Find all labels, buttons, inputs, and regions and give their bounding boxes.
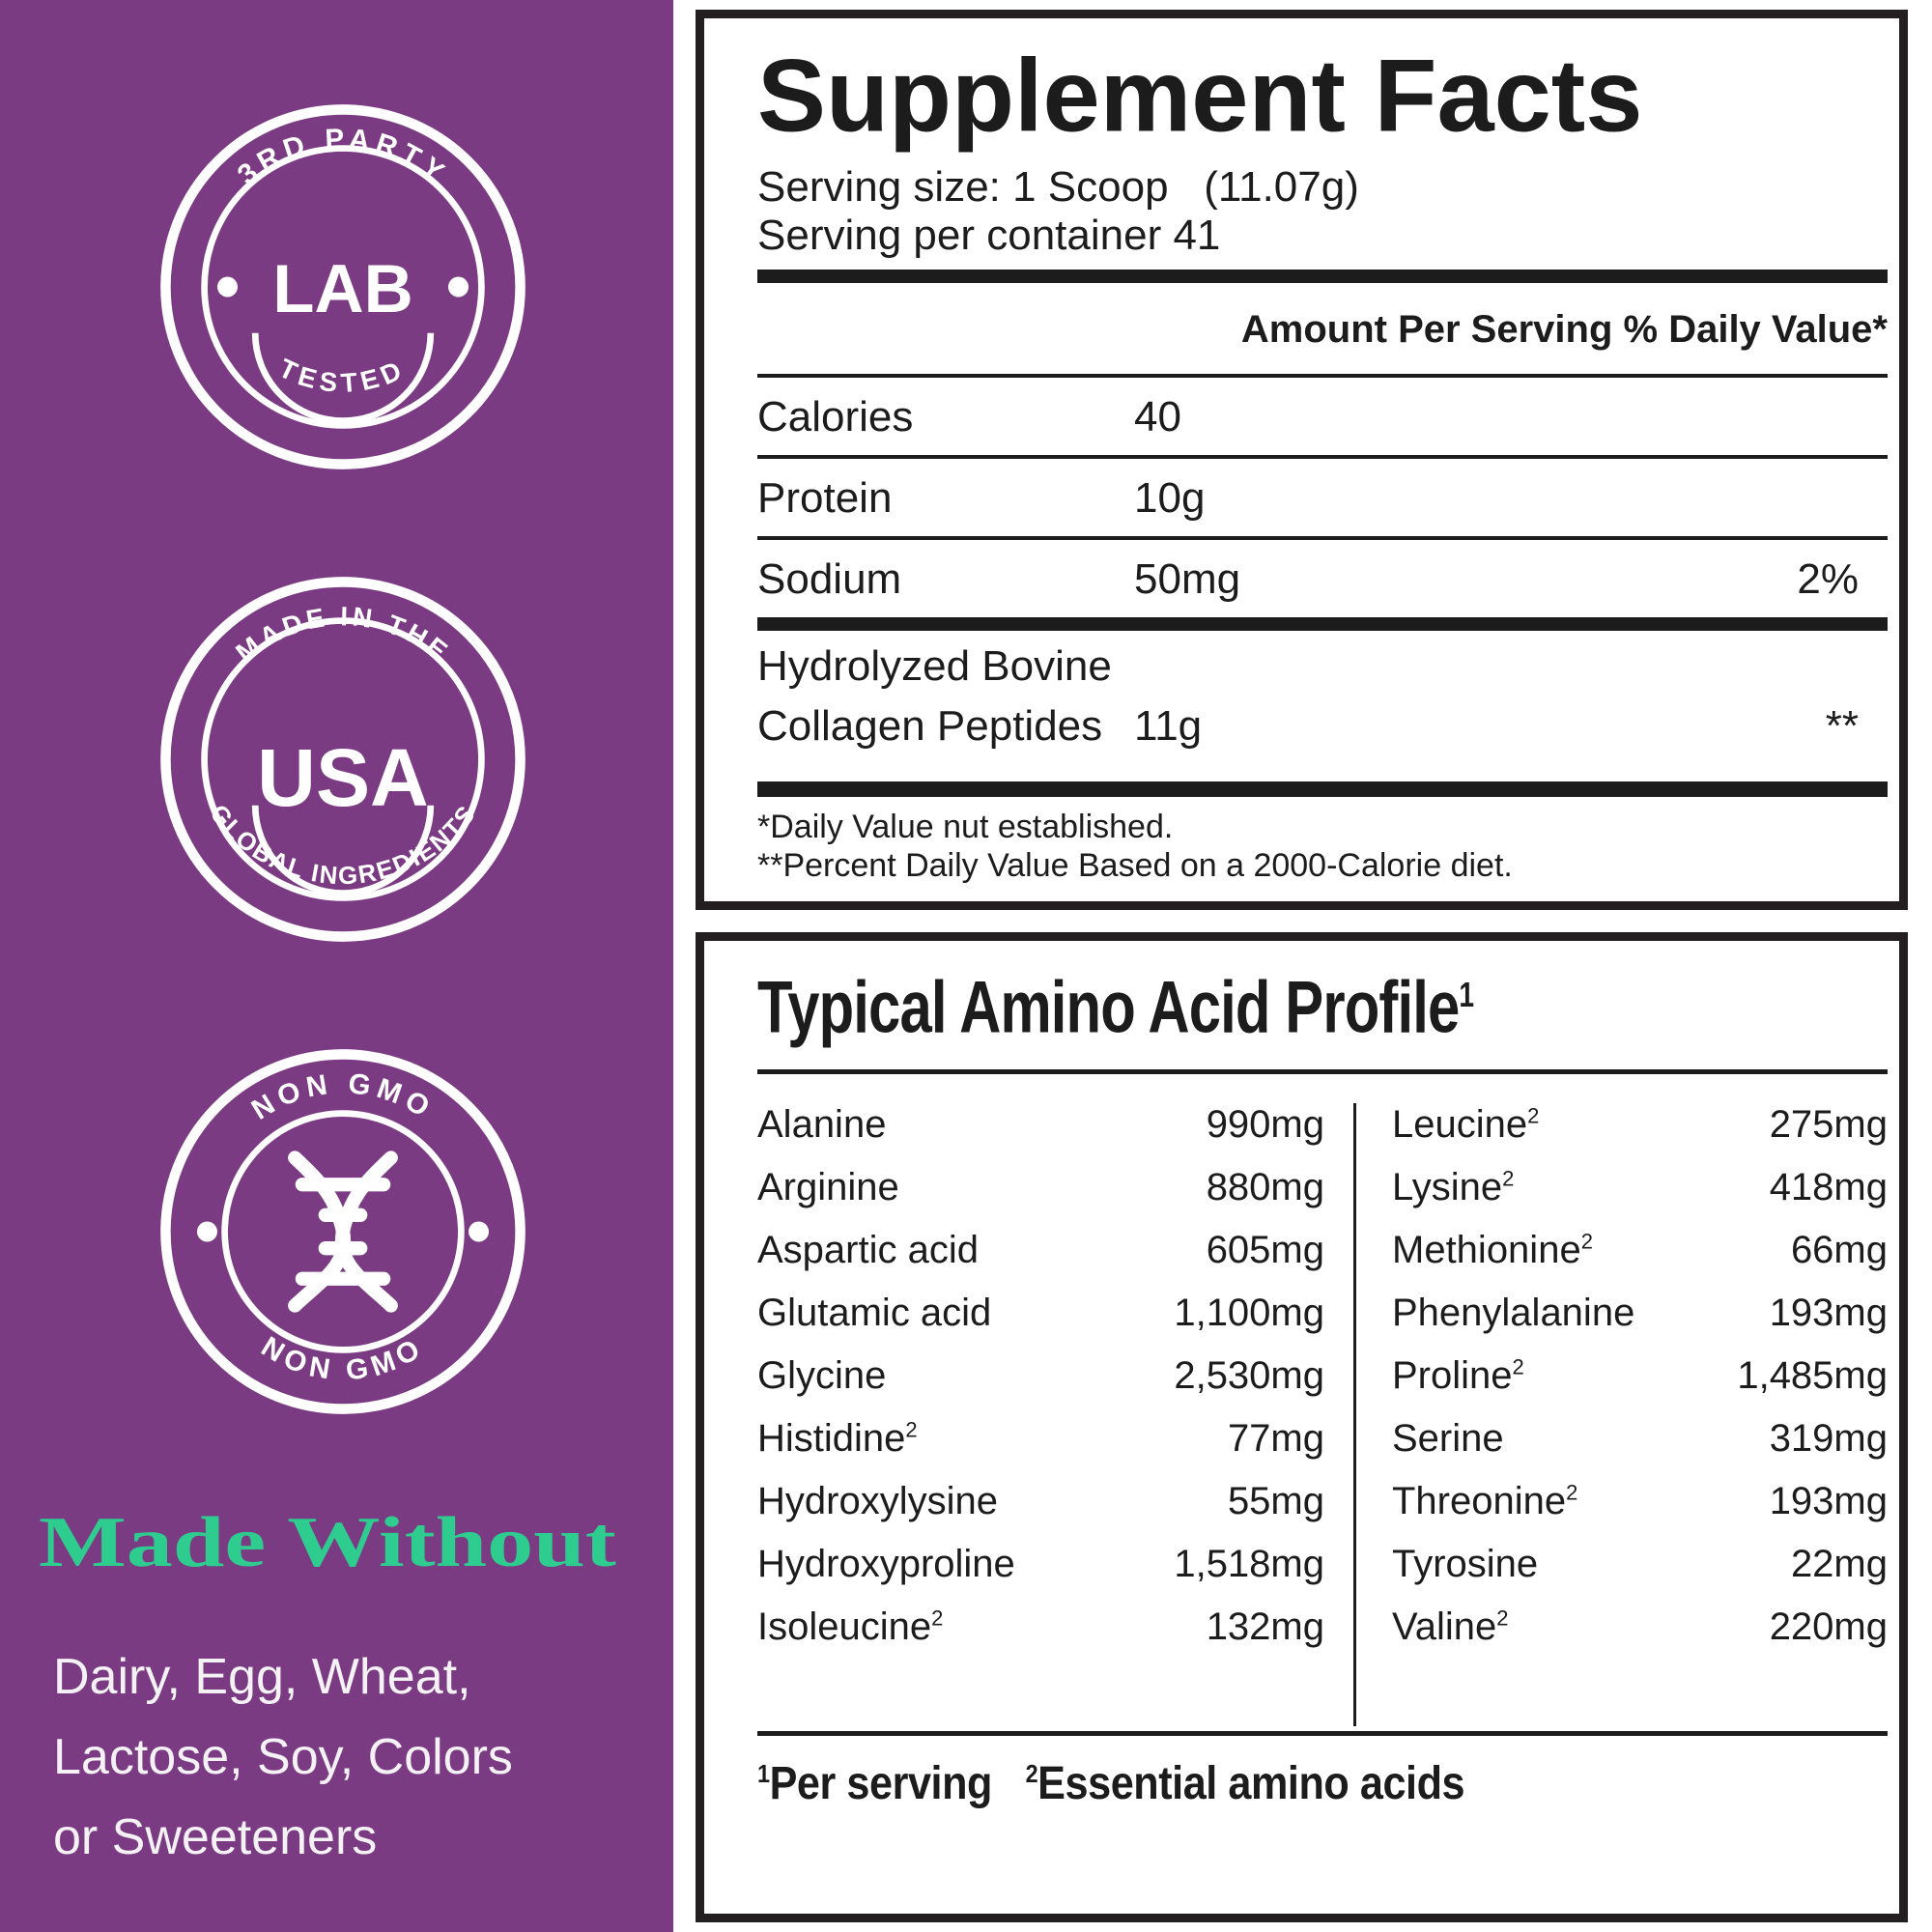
- svg-text:NON GMO: NON GMO: [256, 1331, 431, 1387]
- svg-text:MADE IN THE: MADE IN THE: [230, 601, 456, 668]
- svg-text:NON GMO: NON GMO: [246, 1067, 440, 1126]
- svg-text:USA: USA: [257, 732, 429, 823]
- svg-text:TESTED: TESTED: [274, 353, 412, 398]
- svg-text:LAB: LAB: [272, 250, 412, 327]
